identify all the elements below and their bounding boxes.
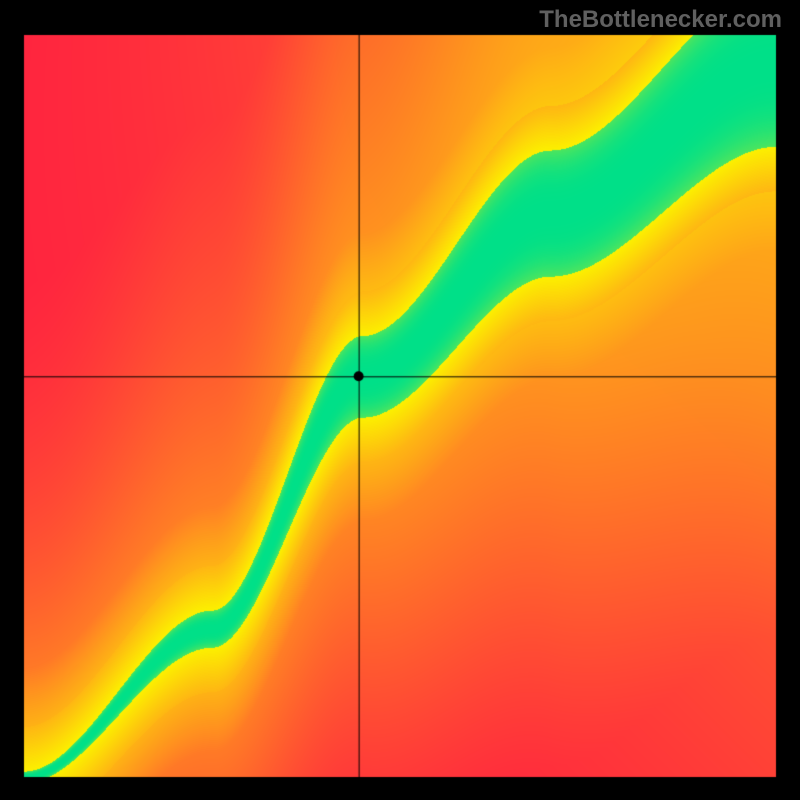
bottleneck-heatmap xyxy=(0,0,800,800)
watermark-text: TheBottlenecker.com xyxy=(539,6,782,34)
